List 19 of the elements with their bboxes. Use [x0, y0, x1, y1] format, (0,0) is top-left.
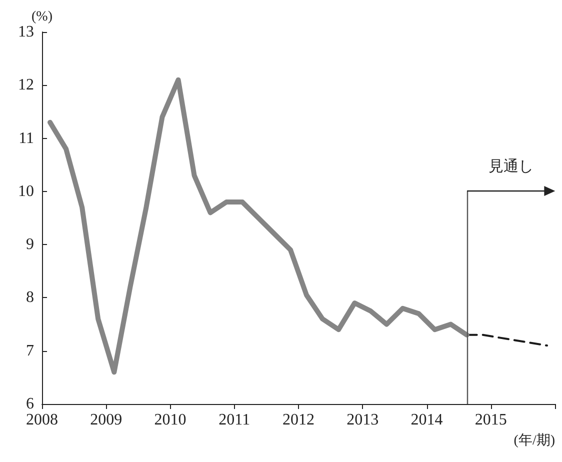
y-tick-label: 10 — [18, 182, 34, 200]
x-tick-label: 2011 — [218, 412, 250, 428]
y-tick-label: 13 — [18, 24, 34, 40]
ref-line-label: 見通し — [487, 158, 534, 176]
y-tick-label: 12 — [18, 76, 34, 94]
y-tick-label: 8 — [26, 289, 34, 306]
y-axis-title: (%) — [32, 10, 53, 24]
x-axis-title: (年/期) — [514, 432, 556, 448]
x-tick-label: 2012 — [282, 412, 314, 428]
y-tick-label: 11 — [18, 130, 34, 147]
x-tick-label: 2014 — [410, 412, 443, 428]
x-tick-label: 2015 — [474, 412, 507, 428]
x-tick-label: 2010 — [154, 412, 186, 428]
y-tick-label: 9 — [26, 236, 34, 254]
x-tick-label: 2013 — [346, 412, 379, 428]
y-tick-label: 7 — [26, 342, 34, 360]
y-tick-label: 6 — [26, 396, 34, 412]
x-tick-label: 2008 — [26, 412, 58, 428]
x-tick-label: 2009 — [90, 412, 122, 428]
